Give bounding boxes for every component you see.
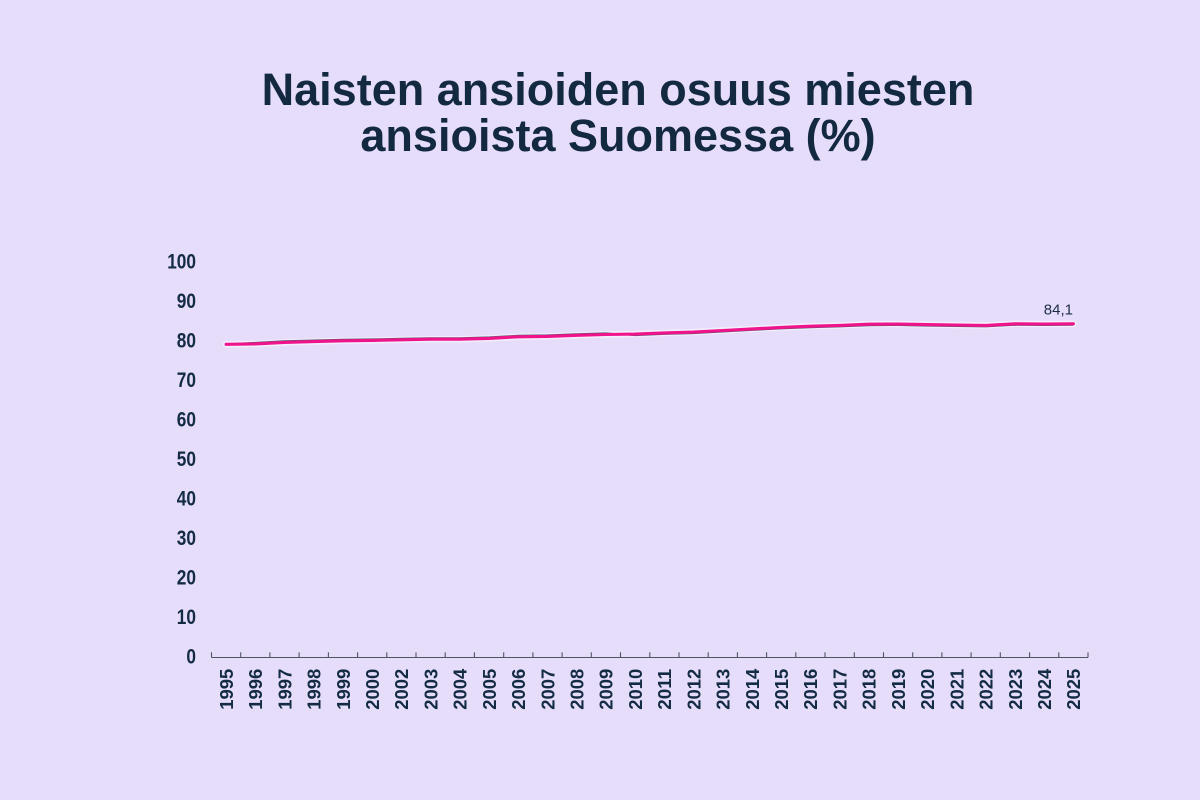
svg-text:2006: 2006	[509, 669, 529, 710]
svg-text:2025: 2025	[1064, 669, 1084, 710]
svg-text:2012: 2012	[684, 669, 704, 710]
svg-text:2014: 2014	[743, 669, 763, 710]
svg-text:2004: 2004	[451, 669, 471, 710]
svg-text:2019: 2019	[889, 669, 909, 710]
svg-text:0: 0	[186, 646, 196, 669]
svg-text:2018: 2018	[860, 669, 880, 710]
svg-text:1997: 1997	[275, 669, 295, 710]
svg-text:2009: 2009	[597, 669, 617, 710]
svg-text:100: 100	[167, 251, 196, 274]
svg-text:2022: 2022	[977, 669, 997, 710]
svg-text:2000: 2000	[363, 669, 383, 710]
svg-text:2023: 2023	[1006, 669, 1026, 710]
svg-text:2015: 2015	[772, 669, 792, 710]
svg-text:2011: 2011	[655, 669, 675, 710]
svg-text:60: 60	[177, 409, 196, 432]
svg-text:2007: 2007	[538, 669, 558, 710]
svg-text:2024: 2024	[1035, 669, 1055, 710]
svg-text:2003: 2003	[421, 669, 441, 710]
svg-text:2020: 2020	[918, 669, 938, 710]
svg-text:2013: 2013	[714, 669, 734, 710]
svg-text:10: 10	[177, 606, 196, 629]
svg-text:2008: 2008	[568, 669, 588, 710]
svg-text:2016: 2016	[801, 669, 821, 710]
svg-text:2021: 2021	[947, 669, 967, 710]
svg-text:90: 90	[177, 290, 196, 313]
svg-text:1995: 1995	[217, 669, 237, 710]
svg-text:1999: 1999	[334, 669, 354, 710]
svg-text:1998: 1998	[305, 669, 325, 710]
svg-text:84,1: 84,1	[1044, 302, 1073, 319]
svg-text:30: 30	[177, 527, 196, 550]
svg-text:40: 40	[177, 488, 196, 511]
svg-text:70: 70	[177, 369, 196, 392]
svg-text:1996: 1996	[246, 669, 266, 710]
svg-text:2010: 2010	[626, 669, 646, 710]
svg-text:2017: 2017	[831, 669, 851, 710]
svg-text:20: 20	[177, 567, 196, 590]
svg-text:50: 50	[177, 448, 196, 471]
svg-text:2002: 2002	[392, 669, 412, 710]
svg-text:80: 80	[177, 330, 196, 353]
svg-text:2005: 2005	[480, 669, 500, 710]
